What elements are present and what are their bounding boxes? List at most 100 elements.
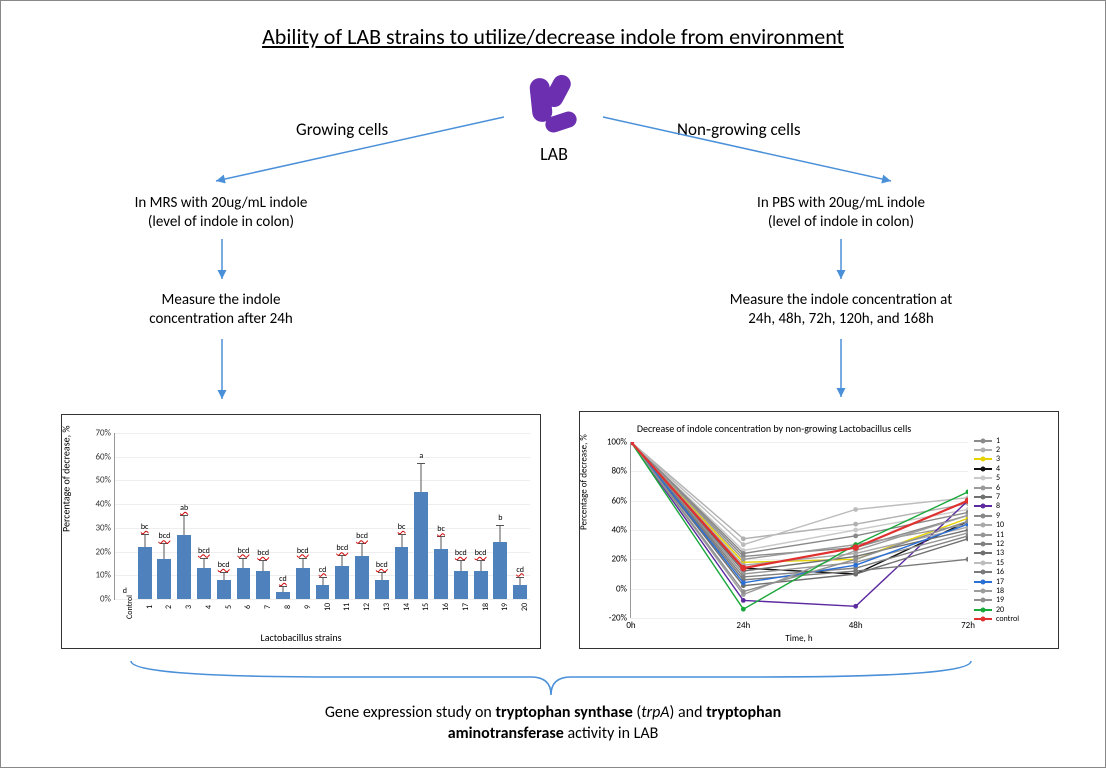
bar-xtick: 18 [481,603,491,611]
bt8: activity in LAB [564,724,658,743]
bar-sig-label: bc [437,524,445,534]
bar-ytick: 60% [95,451,115,462]
bar-ytick: 50% [95,475,115,486]
bar [138,547,152,599]
legend-item: 13 [974,549,1052,558]
bar [493,542,507,599]
bar [375,580,389,599]
bottom-conclusion: Gene expression study on tryptophan synt… [1,703,1105,745]
line-xtitle: Time, h [630,633,968,644]
bar-ytick: 0% [100,594,115,605]
bottom-brace [121,655,981,705]
bar-sig-label: bc [398,522,406,532]
legend-item: 19 [974,596,1052,605]
line-ytick: 60% [611,495,631,506]
bar-sig-label: bcd [198,546,210,556]
legend-item: 4 [974,464,1052,473]
bar-xtick: 13 [382,603,392,611]
bar-sig-label: bcd [218,560,230,570]
bar-xtick: 7 [263,605,273,609]
legend-item: 20 [974,605,1052,614]
line-plot-area: -20%0%20%40%60%80%100%0h24h48h72h [630,442,968,618]
bar [395,547,409,599]
line-xtick: 72h [961,618,975,631]
lm2: concentration after 24h [149,310,292,328]
bar-xtick: 17 [461,603,471,611]
bar [316,585,330,599]
bar-xtick: 5 [224,605,234,609]
legend-item: 16 [974,567,1052,576]
legend-item: 10 [974,521,1052,530]
bar-xtick: 3 [184,605,194,609]
bar-xtick: 12 [362,603,372,611]
page-title: Ability of LAB strains to utilize/decrea… [1,23,1105,50]
legend-item: 9 [974,511,1052,520]
line-ytick: 40% [611,525,631,536]
legend-item: 8 [974,502,1052,511]
bar-xtick: 15 [421,603,431,611]
bar-xtitle: Lactobacillus strains [62,631,540,644]
bar-sig-label: bcd [455,548,467,558]
arrow-right-v1 [834,237,848,285]
bar [157,559,171,599]
bar-ytick: 20% [95,546,115,557]
bar-xtick: 19 [500,603,510,611]
bar [237,568,251,599]
rm2: 24h, 48h, 72h, 120h, and 168h [748,310,934,328]
bar [276,592,290,599]
bar-chart: Percentage of decrease, % 0%10%20%30%40%… [61,414,541,649]
bar-xtick: 4 [204,605,214,609]
bar-xtick: 11 [342,603,352,611]
bar [474,571,488,599]
line-xtick: 48h [849,618,863,631]
left-measure: Measure the indole concentration after 2… [111,291,331,329]
bar-sig-label: bcd [257,548,269,558]
bar [256,571,270,599]
bar [355,556,369,599]
bar-sig-label: cd [319,565,327,575]
rc1: In PBS with 20ug/mL indole [757,194,925,212]
line-ytick: 20% [611,554,631,565]
legend-item: 7 [974,492,1052,501]
bar-xtick: 10 [323,603,333,611]
bar-sig-label: a [419,451,423,461]
bar-sig-label: bcd [158,531,170,541]
bar-sig-label: ab [180,503,188,513]
line-chart: Decrease of indole concentration by non-… [579,411,1059,649]
arrow-left-v2 [215,337,229,405]
legend-item: 5 [974,474,1052,483]
bt5: ) and [670,703,707,722]
arrow-right-diag [601,111,901,191]
bar-ytick: 30% [95,522,115,533]
rc2: (level of indole in colon) [768,213,914,231]
bar [434,549,448,599]
legend-item: 18 [974,586,1052,595]
rm1: Measure the indole concentration at [730,291,952,309]
lc2: (level of indole in colon) [148,213,294,231]
arrow-right-v2 [834,337,848,403]
legend-item: 15 [974,558,1052,567]
bar-xtick: 14 [402,603,412,611]
bar [217,580,231,599]
bar-xtick: Control [125,595,135,619]
bar-xtick: 20 [520,603,530,611]
legend-item: 17 [974,577,1052,586]
bar [414,492,428,599]
bar-sig-label: cd [279,574,287,584]
bar-xtick: 6 [243,605,253,609]
bar-xtick: 1 [145,605,155,609]
lab-label: LAB [531,143,577,165]
line-xtick: 24h [736,618,750,631]
diagram-canvas: Ability of LAB strains to utilize/decrea… [0,0,1106,768]
legend-item: 11 [974,530,1052,539]
bar [197,568,211,599]
bar-sig-label: b [498,513,502,523]
bt4: trpA [641,703,669,722]
lm1: Measure the indole [162,291,281,309]
right-measure: Measure the indole concentration at 24h,… [691,291,991,329]
bar [454,571,468,599]
bt7: aminotransferase [448,724,564,743]
legend-item: control [974,614,1052,623]
bt3: ( [633,703,641,722]
left-condition: In MRS with 20ug/mL indole (level of ind… [111,194,331,232]
